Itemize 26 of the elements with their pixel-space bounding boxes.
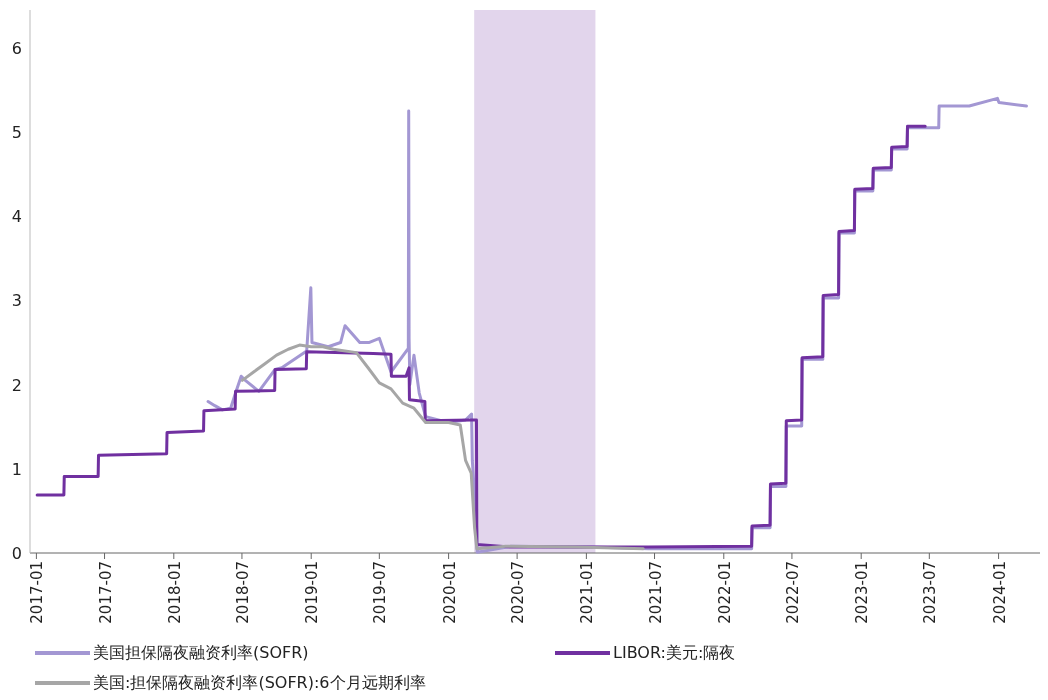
x-tick-label: 2019-01 xyxy=(303,561,322,624)
x-tick-label: 2019-07 xyxy=(371,561,390,624)
x-tick-label: 2017-07 xyxy=(96,561,115,624)
x-tick-label: 2017-01 xyxy=(28,561,47,624)
y-tick-label: 3 xyxy=(11,291,22,311)
x-tick-label: 2020-01 xyxy=(440,561,459,624)
y-tick-label: 0 xyxy=(11,544,22,563)
line-series xyxy=(240,343,645,551)
legend-label: 美国:担保隔夜融资利率(SOFR):6个月远期利率 xyxy=(93,673,426,692)
legend-label: LIBOR:美元:隔夜 xyxy=(613,643,736,662)
y-tick-label: 5 xyxy=(11,123,22,143)
x-tick-label: 2021-07 xyxy=(646,561,665,624)
y-tick-label: 1 xyxy=(11,459,22,479)
x-tick-label: 2018-01 xyxy=(165,561,184,624)
x-tick-label: 2023-01 xyxy=(853,561,872,624)
x-tick-label: 2023-07 xyxy=(921,561,940,624)
x-tick-label: 2022-07 xyxy=(783,561,802,624)
x-tick-label: 2018-07 xyxy=(233,561,252,624)
x-tick-label: 2022-01 xyxy=(715,561,734,624)
y-tick-label: 4 xyxy=(11,207,22,227)
x-tick-label: 2021-01 xyxy=(578,561,597,624)
y-tick-label: 2 xyxy=(11,375,22,395)
y-tick-label: 6 xyxy=(11,38,22,58)
legend-label: 美国担保隔夜融资利率(SOFR) xyxy=(93,643,309,662)
x-tick-label: 2020-07 xyxy=(509,561,528,624)
x-tick-label: 2024-01 xyxy=(990,561,1009,624)
